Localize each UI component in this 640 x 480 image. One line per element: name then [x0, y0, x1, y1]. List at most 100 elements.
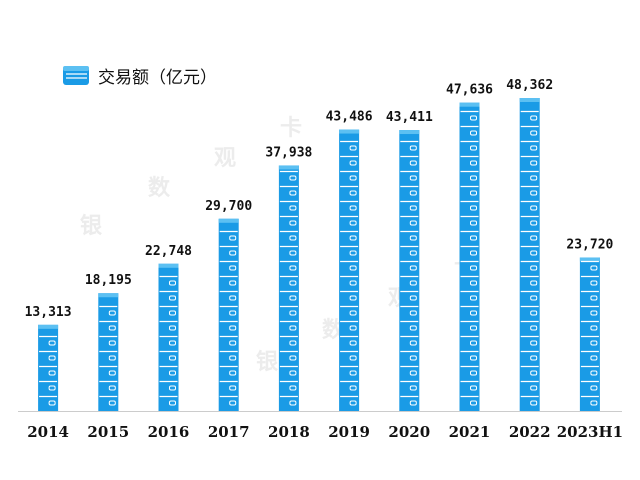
- bar-2015: [98, 293, 119, 411]
- wallet-clasp-icon: [409, 325, 417, 331]
- wallet-clasp-icon: [229, 325, 237, 331]
- wallet-clasp-icon: [289, 355, 297, 361]
- bar-top-cap: [399, 130, 420, 135]
- data-label: 13,313: [25, 305, 72, 320]
- wallet-clasp-icon: [349, 340, 357, 346]
- wallet-clasp-icon: [349, 235, 357, 241]
- bar-2021: [459, 102, 480, 411]
- wallet-clasp-icon: [108, 325, 116, 331]
- wallet-clasp-icon: [409, 205, 417, 211]
- wallet-clasp-icon: [48, 355, 56, 361]
- x-tick-label: 2022: [509, 423, 551, 441]
- wallet-clasp-icon: [470, 265, 477, 271]
- wallet-clasp-icon: [169, 310, 176, 316]
- wallet-clasp-icon: [289, 400, 297, 406]
- wallet-clasp-icon: [470, 295, 477, 301]
- wallet-clasp-icon: [590, 310, 598, 316]
- wallet-clasp-icon: [349, 160, 357, 166]
- wallet-clasp-icon: [409, 235, 417, 241]
- wallet-clasp-icon: [229, 340, 237, 346]
- wallet-clasp-icon: [530, 370, 538, 376]
- wallet-clasp-icon: [169, 355, 176, 361]
- wallet-clasp-icon: [289, 175, 297, 181]
- wallet-clasp-icon: [229, 295, 237, 301]
- wallet-clasp-icon: [530, 175, 538, 181]
- wallet-clasp-icon: [470, 130, 477, 136]
- data-label: 43,411: [386, 110, 433, 125]
- data-label: 48,362: [506, 78, 553, 93]
- wallet-clasp-icon: [530, 205, 538, 211]
- wallet-clasp-icon: [289, 340, 297, 346]
- bar-2017: [218, 218, 239, 411]
- wallet-clasp-icon: [108, 385, 116, 391]
- wallet-clasp-icon: [409, 295, 417, 301]
- wallet-clasp-icon: [409, 385, 417, 391]
- x-tick-label: 2018: [268, 423, 310, 441]
- wallet-clasp-icon: [349, 265, 357, 271]
- bar-rect: [158, 263, 179, 411]
- wallet-clasp-icon: [108, 400, 116, 406]
- wallet-clasp-icon: [530, 250, 538, 256]
- bar-2022: [519, 98, 540, 411]
- legend-label: 交易额（亿元）: [98, 67, 217, 88]
- wallet-clasp-icon: [169, 370, 176, 376]
- wallet-clasp-icon: [289, 220, 297, 226]
- wallet-clasp-icon: [409, 310, 417, 316]
- wallet-clasp-icon: [169, 400, 176, 406]
- wallet-clasp-icon: [470, 280, 477, 286]
- wallet-clasp-icon: [48, 370, 56, 376]
- wallet-clasp-icon: [530, 325, 538, 331]
- wallet-clasp-icon: [108, 310, 116, 316]
- wallet-clasp-icon: [289, 205, 297, 211]
- wallet-clasp-icon: [289, 310, 297, 316]
- wallet-clasp-icon: [289, 190, 297, 196]
- wallet-clasp-icon: [349, 250, 357, 256]
- wallet-clasp-icon: [409, 355, 417, 361]
- wallet-clasp-icon: [289, 325, 297, 331]
- wallet-clasp-icon: [590, 265, 598, 271]
- wallet-clasp-icon: [349, 295, 357, 301]
- wallet-clasp-icon: [409, 220, 417, 226]
- wallet-clasp-icon: [289, 265, 297, 271]
- wallet-clasp-icon: [530, 280, 538, 286]
- wallet-clasp-icon: [349, 145, 357, 151]
- wallet-clasp-icon: [470, 190, 477, 196]
- wallet-clasp-icon: [409, 160, 417, 166]
- data-label: 23,720: [566, 237, 613, 252]
- wallet-clasp-icon: [470, 145, 477, 151]
- data-label: 47,636: [446, 83, 493, 98]
- wallet-clasp-icon: [48, 340, 56, 346]
- wallet-clasp-icon: [229, 385, 237, 391]
- data-label: 37,938: [265, 145, 312, 160]
- bar-rect: [98, 293, 119, 411]
- wallet-clasp-icon: [470, 250, 477, 256]
- wallet-clasp-icon: [470, 175, 477, 181]
- wallet-clasp-icon: [229, 310, 237, 316]
- bar-top-cap: [459, 102, 480, 107]
- wallet-clasp-icon: [289, 385, 297, 391]
- wallet-clasp-icon: [470, 355, 477, 361]
- wallet-clasp-icon: [530, 145, 538, 151]
- wallet-clasp-icon: [409, 370, 417, 376]
- wallet-clasp-icon: [409, 280, 417, 286]
- x-tick-label: 2016: [148, 423, 190, 441]
- wallet-clasp-icon: [409, 190, 417, 196]
- wallet-clasp-icon: [530, 160, 538, 166]
- x-tick-label: 2021: [449, 423, 491, 441]
- bar-top-cap: [38, 324, 59, 329]
- wallet-clasp-icon: [530, 310, 538, 316]
- wallet-clasp-icon: [349, 280, 357, 286]
- wallet-clasp-icon: [229, 235, 237, 241]
- bar-2016: [158, 263, 179, 411]
- wallet-clasp-icon: [530, 295, 538, 301]
- bar-2014: [38, 324, 59, 411]
- wallet-clasp-icon: [289, 370, 297, 376]
- wallet-clasp-icon: [590, 385, 598, 391]
- data-label: 43,486: [326, 110, 373, 125]
- bar-2018: [278, 165, 299, 411]
- wallet-clasp-icon: [470, 325, 477, 331]
- x-tick-label: 2014: [27, 423, 69, 441]
- bar-top-cap: [278, 165, 299, 170]
- bar-rect: [38, 324, 59, 411]
